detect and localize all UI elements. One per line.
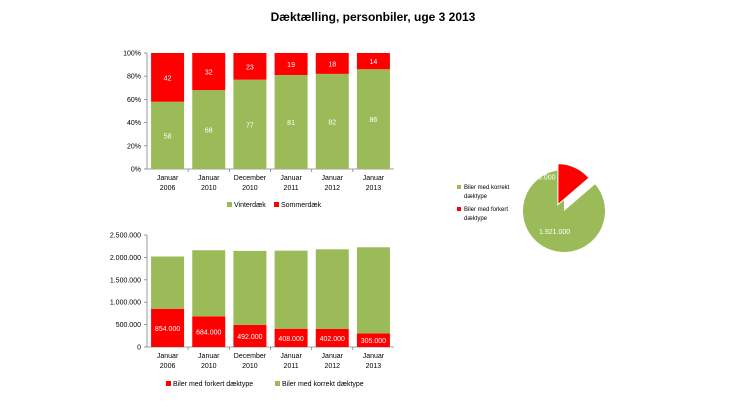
bar-vinterdaek	[233, 79, 267, 169]
bar-sommerdaek	[274, 53, 308, 76]
y-tick-label: 60%	[127, 97, 141, 104]
x-tick-label: 2011	[284, 363, 299, 370]
y-tick-label: 0%	[131, 167, 141, 174]
x-tick-label: Januar	[322, 175, 344, 182]
x-tick-label: 2010	[201, 363, 217, 370]
data-label: 684.000	[196, 330, 221, 337]
x-tick-label: Januar	[322, 353, 344, 360]
x-tick-label: December	[234, 175, 267, 182]
legend-label-korrekt: Biler med korrekt dæktype	[282, 381, 364, 388]
bar-korrekt	[315, 249, 349, 329]
legend-swatch-forkert	[166, 381, 171, 386]
x-tick-label: Januar	[363, 175, 385, 182]
data-label: 68	[205, 128, 213, 135]
x-tick-label: Januar	[363, 353, 385, 360]
y-tick-label: 40%	[127, 120, 141, 127]
legend-label-forkert: Biler med forkert	[464, 207, 508, 213]
bar-sommerdaek	[151, 53, 185, 102]
bar-korrekt	[233, 250, 267, 325]
x-tick-label: 2006	[160, 185, 176, 192]
bar-korrekt	[192, 250, 226, 317]
legend-label-vinterdaek: Vinterdæk	[234, 202, 266, 209]
bar-forkert	[356, 333, 390, 347]
bar-forkert	[315, 328, 349, 347]
y-tick-label: 20%	[127, 143, 141, 150]
bar-sommerdaek	[356, 53, 390, 70]
bar-vinterdaek	[192, 90, 226, 169]
pie-label-korrekt: 1.921.000	[539, 229, 570, 236]
data-label: 305.000	[361, 338, 386, 345]
data-label: 18	[328, 61, 336, 68]
bar-sommerdaek	[233, 53, 267, 80]
legend-label-korrekt: Biler med korrekt	[464, 185, 510, 191]
x-tick-label: Januar	[198, 353, 220, 360]
y-tick-label: 80%	[127, 74, 141, 81]
x-tick-label: Januar	[280, 353, 302, 360]
legend-swatch-vinterdaek	[227, 202, 232, 207]
x-tick-label: 2012	[324, 363, 340, 370]
data-label: 58	[164, 133, 172, 140]
bar-vinterdaek	[274, 75, 308, 169]
legend-swatch-sommerdaek	[274, 202, 279, 207]
pie-slice-korrekt	[523, 170, 606, 253]
legend-label-forkert: dæktype	[464, 216, 488, 222]
x-tick-label: 2013	[366, 185, 382, 192]
bar-forkert	[151, 308, 185, 347]
bar-korrekt	[356, 247, 390, 334]
y-tick-label: 1.000.000	[110, 300, 141, 307]
x-tick-label: December	[234, 353, 267, 360]
bar-korrekt	[151, 256, 185, 309]
x-tick-label: 2012	[324, 185, 340, 192]
y-tick-label: 2.000.000	[110, 255, 141, 262]
x-tick-label: Januar	[280, 175, 302, 182]
legend-swatch-forkert	[457, 207, 461, 211]
y-tick-label: 500.000	[116, 322, 141, 329]
y-tick-label: 1.500.000	[110, 277, 141, 284]
legend-label-sommerdaek: Sommerdæk	[281, 202, 322, 209]
x-tick-label: 2010	[201, 185, 217, 192]
data-label: 14	[370, 59, 378, 66]
bar-forkert	[274, 328, 308, 347]
bar-sommerdaek	[315, 53, 349, 74]
y-tick-label: 2.500.000	[110, 233, 141, 240]
data-label: 23	[246, 64, 254, 71]
bar-korrekt	[274, 250, 308, 329]
data-label: 82	[328, 119, 336, 126]
data-label: 492.000	[237, 334, 262, 341]
data-label: 402.000	[320, 336, 345, 343]
data-label: 77	[246, 122, 254, 129]
pie-label-forkert: 305.000	[530, 175, 555, 182]
y-tick-label: 0	[137, 345, 141, 352]
y-tick-label: 100%	[123, 51, 141, 58]
pie-slice-forkert	[557, 163, 590, 206]
data-label: 32	[205, 70, 213, 77]
data-label: 854.000	[155, 326, 180, 333]
x-tick-label: 2013	[366, 363, 382, 370]
data-label: 408.000	[278, 336, 303, 343]
x-tick-label: 2011	[284, 185, 299, 192]
data-label: 81	[287, 120, 295, 127]
legend-label-korrekt: dæktype	[464, 194, 488, 200]
x-tick-label: Januar	[198, 175, 220, 182]
x-tick-label: Januar	[157, 175, 179, 182]
bar-vinterdaek	[151, 101, 185, 169]
legend-swatch-korrekt	[457, 185, 461, 189]
bar-vinterdaek	[315, 73, 349, 169]
legend-label-forkert: Biler med forkert dæktype	[173, 381, 253, 388]
data-label: 19	[287, 62, 295, 69]
x-tick-label: 2010	[242, 185, 258, 192]
data-label: 86	[370, 117, 378, 124]
x-tick-label: 2006	[160, 363, 176, 370]
bar-forkert	[192, 316, 226, 347]
x-tick-label: Januar	[157, 353, 179, 360]
page-title: Dæktælling, personbiler, uge 3 2013	[270, 10, 476, 24]
x-tick-label: 2010	[242, 363, 258, 370]
data-label: 42	[164, 75, 172, 82]
bar-sommerdaek	[192, 53, 226, 91]
legend-swatch-korrekt	[275, 381, 280, 386]
bar-vinterdaek	[356, 69, 390, 169]
bar-forkert	[233, 324, 267, 347]
